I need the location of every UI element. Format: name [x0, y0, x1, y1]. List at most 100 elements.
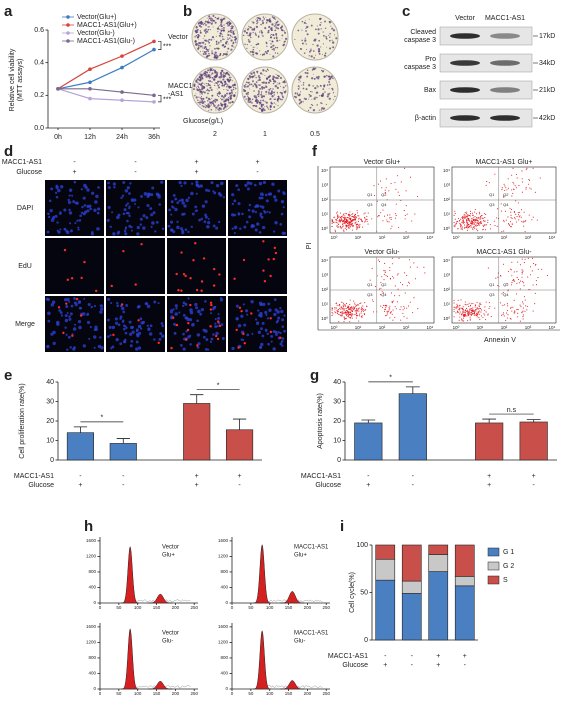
event-dot: [361, 310, 363, 312]
event-dot: [453, 316, 455, 318]
event-dot: [475, 314, 477, 316]
colony: [317, 48, 321, 51]
nucleus: [55, 184, 59, 188]
event-dot: [464, 315, 466, 317]
colony: [301, 84, 303, 86]
nucleus: [74, 323, 77, 326]
nucleus: [49, 208, 53, 213]
event-dot: [349, 321, 351, 323]
event-dot: [521, 220, 523, 222]
event-dot: [350, 307, 352, 309]
legend-label: G 2: [503, 563, 514, 570]
event-dot: [383, 215, 386, 217]
event-dot: [335, 312, 337, 314]
colony: [284, 37, 288, 40]
event-dot: [525, 220, 527, 222]
nucleus: [128, 205, 131, 208]
colony: [217, 108, 220, 111]
nucleus: [146, 194, 150, 198]
colony: [202, 45, 204, 47]
row-symbol: +: [195, 482, 199, 489]
colony: [260, 91, 263, 93]
colony: [270, 102, 273, 105]
event-dot: [349, 299, 351, 301]
colony: [208, 29, 210, 31]
colony: [280, 92, 284, 95]
colony: [306, 48, 308, 50]
row-label: MACC1-AS1: [301, 473, 341, 480]
event-dot: [534, 292, 536, 295]
event-dot: [397, 191, 399, 193]
nucleus: [94, 200, 98, 204]
colony: [200, 51, 202, 53]
colony: [247, 101, 250, 103]
nucleus: [237, 324, 242, 328]
colony: [229, 37, 231, 39]
event-dot: [336, 309, 338, 311]
row-label: caspase 3: [404, 37, 436, 44]
colony: [297, 29, 300, 32]
event-dot: [472, 227, 474, 229]
colony: [221, 98, 223, 101]
nucleus: [128, 192, 131, 195]
nucleus: [280, 309, 284, 314]
colony: [227, 89, 229, 92]
colony: [195, 96, 198, 99]
colony: [259, 50, 261, 52]
significance-label: ***: [163, 43, 171, 50]
event-dot: [348, 220, 350, 222]
event-dot: [487, 219, 489, 221]
event-dot: [486, 224, 488, 226]
colony: [200, 98, 203, 101]
event-dot: [364, 309, 366, 312]
event-dot: [384, 315, 386, 317]
plot-title: MACC1-AS1 Glu+: [476, 159, 533, 166]
colony: [245, 83, 247, 86]
event-dot: [528, 178, 530, 181]
colony: [301, 42, 304, 45]
colony: [195, 89, 197, 91]
nucleus: [233, 213, 237, 217]
nucleus: [248, 203, 252, 207]
event-dot: [485, 319, 487, 321]
colony: [222, 26, 225, 29]
colony: [206, 89, 208, 92]
event-dot: [357, 220, 359, 223]
colony: [215, 109, 217, 111]
event-dot: [472, 214, 474, 216]
event-dot: [453, 311, 455, 313]
colony: [318, 109, 320, 111]
event-dot: [480, 308, 482, 310]
colony: [205, 47, 208, 49]
nucleus: [204, 200, 208, 204]
nucleus: [97, 186, 100, 189]
nucleus: [130, 198, 135, 202]
event-dot: [457, 217, 459, 220]
event-dot: [510, 214, 512, 216]
event-dot: [331, 311, 333, 314]
colony: [223, 72, 225, 74]
colony: [222, 44, 225, 46]
event-dot: [511, 189, 513, 191]
event-dot: [483, 220, 485, 222]
colony: [208, 109, 210, 112]
colony: [217, 72, 219, 74]
row-label: Bax: [424, 87, 437, 94]
colony: [320, 94, 323, 97]
colony: [279, 98, 282, 101]
event-dot: [459, 307, 461, 309]
colony: [197, 35, 199, 38]
nucleus: [153, 338, 156, 341]
colony: [216, 88, 218, 90]
event-dot: [389, 269, 391, 271]
colony: [233, 46, 235, 48]
event-dot: [503, 221, 505, 223]
event-dot: [397, 288, 399, 290]
event-dot: [345, 317, 347, 319]
y-tick-label: 1600: [86, 538, 97, 543]
event-dot: [341, 315, 343, 317]
nucleus: [215, 226, 219, 230]
event-dot: [358, 218, 360, 220]
event-dot: [501, 187, 503, 189]
colony: [320, 18, 322, 19]
